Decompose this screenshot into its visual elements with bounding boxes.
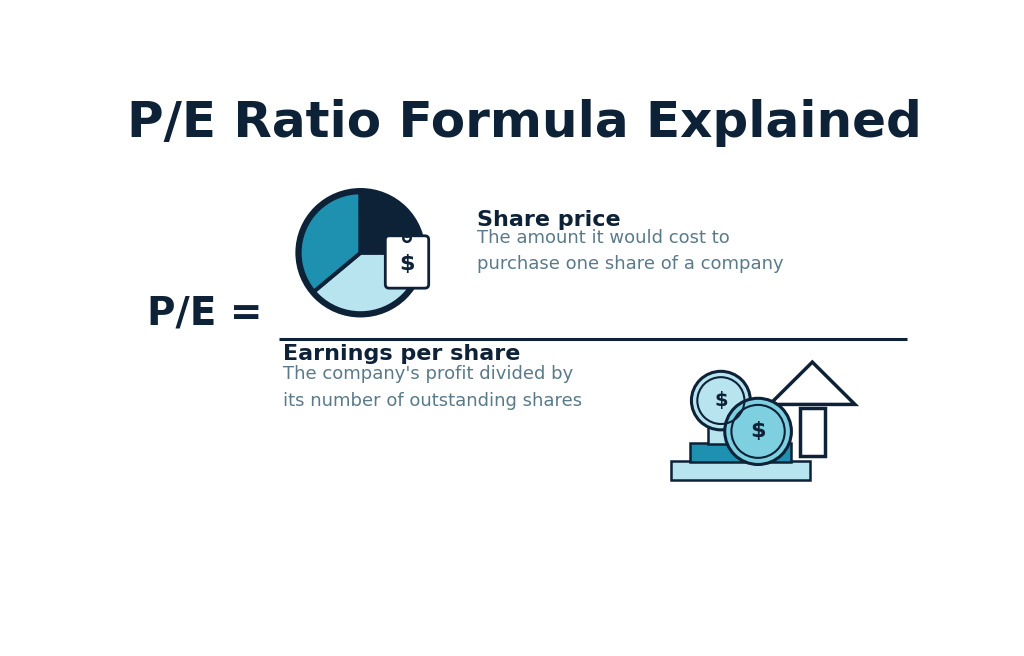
Wedge shape — [299, 191, 360, 293]
Wedge shape — [313, 253, 423, 314]
Wedge shape — [360, 191, 423, 253]
Text: $: $ — [714, 391, 728, 410]
FancyBboxPatch shape — [385, 236, 429, 288]
Bar — [690, 443, 791, 462]
Text: The amount it would cost to
purchase one share of a company: The amount it would cost to purchase one… — [477, 229, 783, 274]
Bar — [800, 408, 824, 456]
Text: $: $ — [751, 421, 766, 441]
Text: Share price: Share price — [477, 211, 621, 230]
Text: P/E Ratio Formula Explained: P/E Ratio Formula Explained — [127, 99, 923, 147]
Bar — [671, 461, 810, 480]
Text: Earnings per share: Earnings per share — [283, 344, 520, 364]
Circle shape — [725, 398, 792, 464]
Circle shape — [403, 234, 411, 242]
Text: P/E =: P/E = — [147, 295, 263, 333]
Text: $: $ — [399, 253, 415, 274]
Polygon shape — [770, 362, 855, 405]
Bar — [708, 425, 773, 445]
Circle shape — [691, 371, 751, 430]
Text: The company's profit divided by
its number of outstanding shares: The company's profit divided by its numb… — [283, 365, 582, 410]
